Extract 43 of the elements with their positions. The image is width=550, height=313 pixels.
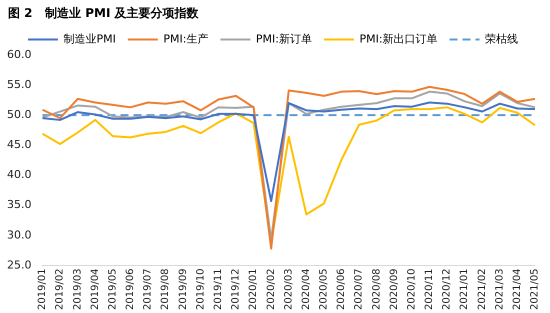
x-tick-label: 2021/02 (476, 268, 488, 310)
legend-label: PMI:新订单 (256, 32, 312, 46)
x-tick-label: 2020/10 (406, 268, 418, 310)
y-tick-label: 60.0 (6, 48, 32, 61)
y-tick-label: 30.0 (6, 228, 32, 242)
x-tick-label: 2021/05 (530, 268, 541, 310)
x-tick-label: 2020/12 (442, 268, 453, 310)
x-tick-label: 2021/01 (459, 268, 470, 310)
y-tick-label: 50.0 (6, 108, 32, 121)
x-tick-label: 2019/12 (230, 268, 242, 310)
y-tick-label: 25.0 (6, 258, 32, 272)
y-tick-label: 45.0 (6, 138, 32, 152)
x-tick-label: 2020/01 (248, 268, 260, 310)
x-tick-label: 2020/04 (300, 268, 312, 310)
y-tick-label: 40.0 (6, 168, 32, 182)
chart-title: 图 2 制造业 PMI 及主要分项指数 (8, 5, 199, 22)
x-tick-label: 2019/11 (212, 268, 224, 310)
y-tick-label: 55.0 (6, 78, 32, 91)
x-tick-label: 2021/03 (494, 268, 506, 310)
x-tick-label: 2020/09 (388, 268, 400, 310)
x-tick-label: 2020/11 (424, 268, 436, 310)
x-tick-label: 2019/06 (125, 268, 136, 310)
x-tick-label: 2019/04 (90, 268, 101, 310)
x-tick-label: 2020/06 (336, 268, 348, 310)
x-tick-label: 2021/04 (512, 268, 524, 310)
x-tick-label: 2020/02 (266, 268, 277, 310)
x-tick-label: 2020/08 (371, 268, 382, 310)
x-tick-label: 2020/07 (354, 268, 365, 310)
x-tick-label: 2019/07 (142, 268, 154, 310)
x-tick-label: 2019/01 (37, 268, 48, 310)
x-tick-label: 2019/08 (160, 268, 172, 310)
x-tick-label: 2019/03 (72, 268, 84, 310)
legend-label: PMI:生产 (163, 32, 208, 46)
y-tick-label: 35.0 (6, 198, 32, 212)
x-tick-label: 2019/10 (195, 268, 206, 310)
x-tick-label: 2019/02 (54, 268, 66, 310)
x-tick-label: 2020/03 (283, 268, 294, 310)
x-tick-label: 2019/09 (178, 268, 189, 310)
x-tick-label: 2020/05 (318, 268, 330, 310)
legend-label: PMI:新出口订单 (359, 32, 438, 46)
legend-label: 荣枯线 (485, 32, 518, 46)
legend-label: 制造业PMI (63, 32, 116, 46)
x-tick-label: 2019/05 (107, 268, 118, 310)
